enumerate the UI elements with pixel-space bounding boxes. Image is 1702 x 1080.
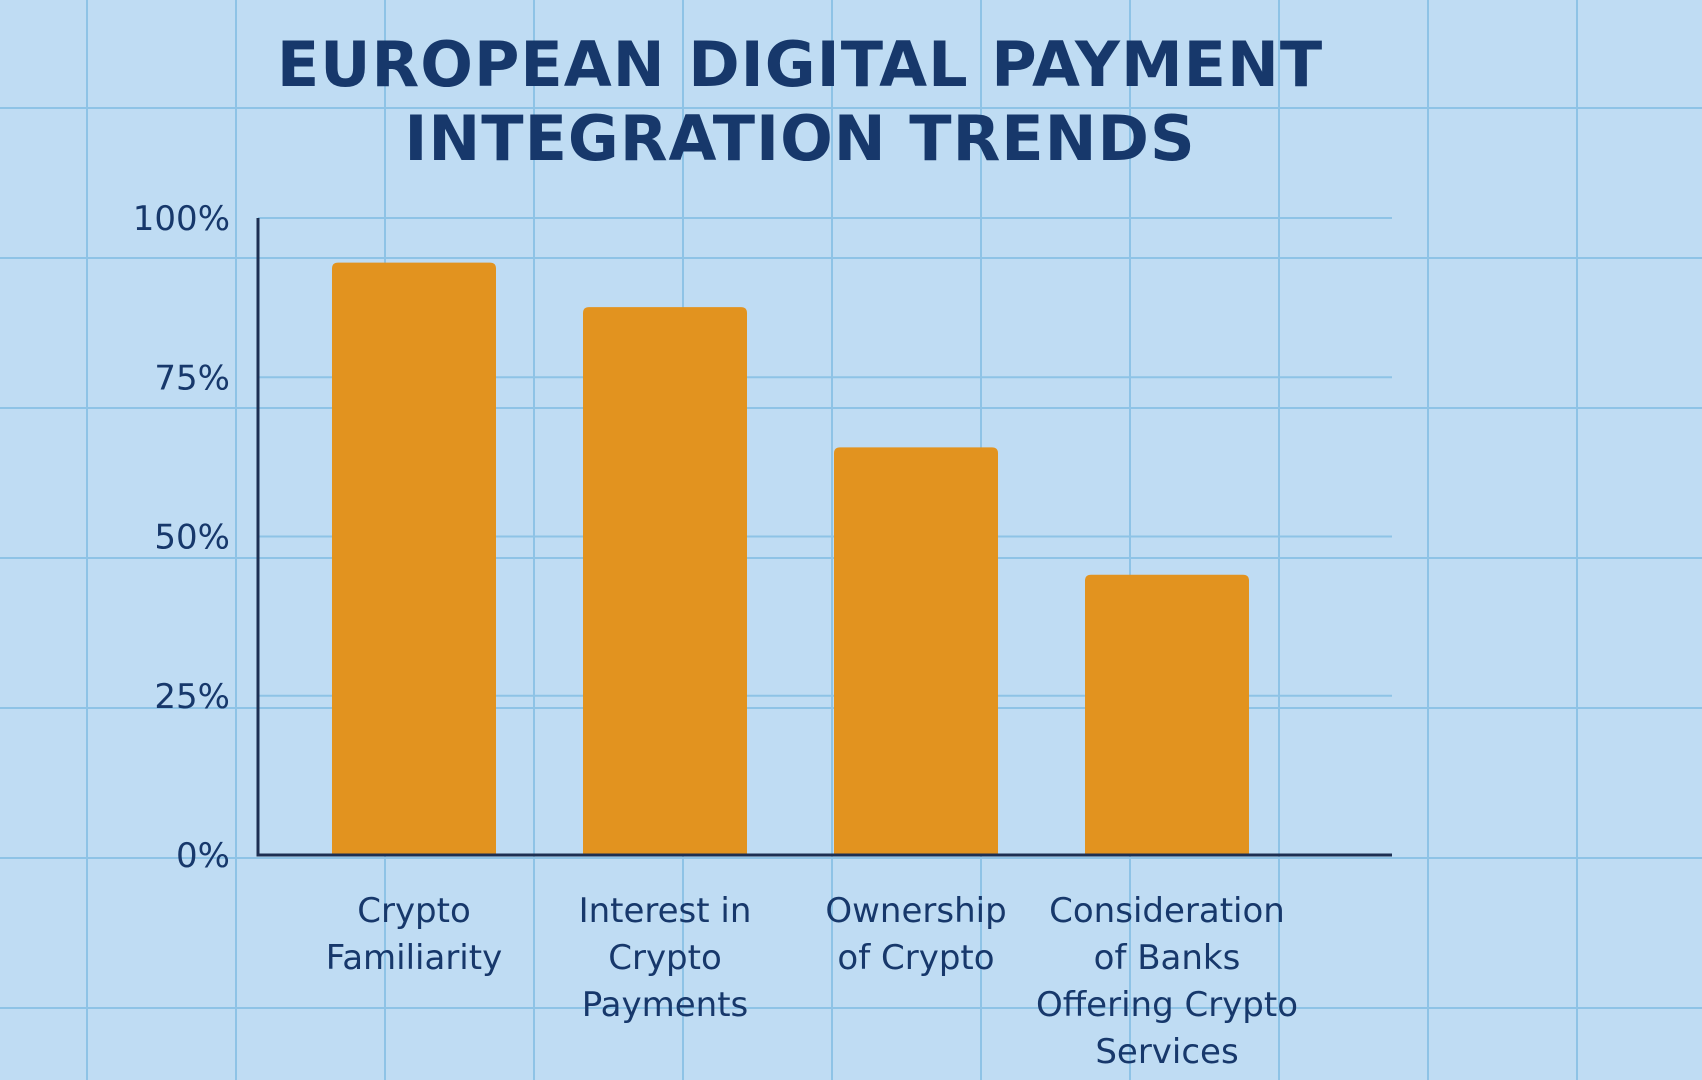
y-tick-label-0: 0% xyxy=(176,836,230,876)
bar-1 xyxy=(332,262,496,856)
bars-group xyxy=(332,262,1249,856)
y-tick-labels: 0% 25% 50% 75% 100% xyxy=(133,199,230,876)
x-tick-label-2: Interest in Crypto Payments xyxy=(579,891,752,1025)
chart-title: EUROPEAN DIGITAL PAYMENT INTEGRATION TRE… xyxy=(276,28,1324,175)
bar-4 xyxy=(1085,574,1249,855)
x-tick-label-3: Ownership of Crypto xyxy=(825,891,1006,978)
x-tick-label-4: Consideration of Banks Offering Crypto Serv… xyxy=(1036,891,1298,1072)
bar-2 xyxy=(583,307,747,855)
x-tick-label-1: Crypto Familiarity xyxy=(326,891,502,978)
y-tick-label-1: 25% xyxy=(154,677,230,717)
y-tick-label-3: 75% xyxy=(154,358,230,398)
y-tick-label-4: 100% xyxy=(133,199,230,239)
bar-3 xyxy=(834,447,998,855)
y-tick-label-2: 50% xyxy=(154,518,230,558)
axes xyxy=(256,218,1392,857)
x-tick-labels: Crypto Familiarity Interest in Crypto Paymen… xyxy=(326,891,1298,1072)
